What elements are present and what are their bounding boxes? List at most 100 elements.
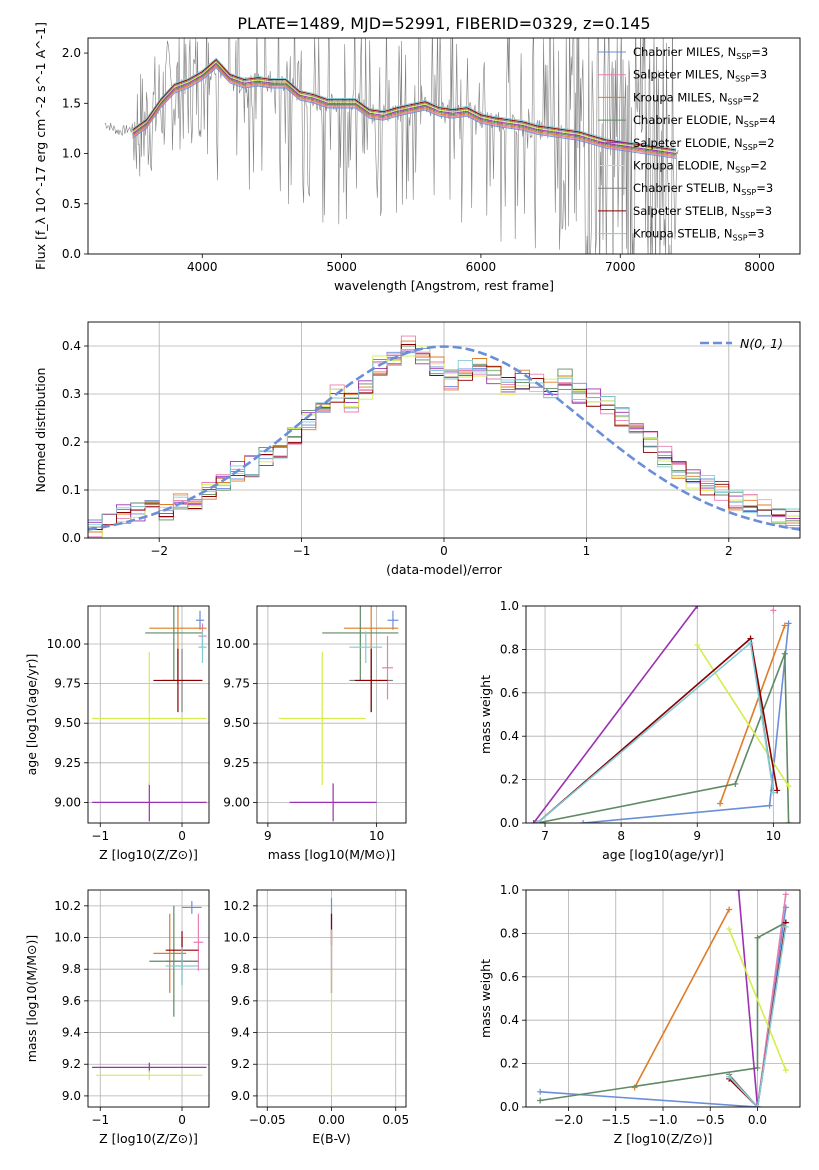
spectrum-data-line [104,38,679,254]
weight-marker-kroupa_elodie [782,1067,789,1074]
legend-label-salpeter_miles: Salpeter MILES, NSSP=3 [633,68,767,84]
weight-line-kroupa_stelib [536,641,775,823]
figure-title: PLATE=1489, MJD=52991, FIBERID=0329, z=0… [237,14,650,33]
normal-curve [88,345,800,531]
y-tick-label: 1.0 [62,147,81,161]
axes-mass_weight_vs_age: 7 8 9 10 0.0 0.2 0.4 0.6 0.8 1.0 age [log10(age/yr… [478,599,801,862]
y-tick-label: 0.0 [500,1100,519,1114]
plot-area-residuals [88,335,800,538]
weight-marker-kroupa_elodie [785,783,792,790]
y-tick-label: 0.0 [500,816,519,830]
axes-age_vs_Z: −1 0 9.00 9.25 9.50 9.75 10.00 Z [log10(Z/Z⊙)] a… [24,605,210,862]
y-axis-label: Flux [f_λ 10^-17 erg cm^-2 s^-1 A^-1] [33,22,48,270]
weight-marker-salpeter_miles [770,607,777,614]
weight-marker-kroupa_stelib [754,1104,761,1107]
y-tick-label: 9.2 [62,1057,81,1071]
x-tick-label: −2 [150,544,168,558]
y-tick-label: 0.4 [500,1013,519,1027]
x-tick-label: −0.5 [696,1113,725,1127]
weight-marker-salpeter_stelib [774,787,781,794]
x-tick-label: 9 [693,829,701,843]
x-tick-label: 5000 [326,260,357,274]
weight-marker-salpeter_elodie [530,820,537,823]
model-line-kroupa_stelib [132,57,677,150]
y-tick-label: 9.6 [231,994,250,1008]
y-tick-label: 9.50 [223,716,250,730]
x-tick-label: −1.0 [648,1113,677,1127]
axes-frame [525,889,801,1108]
x-tick-label: −2.0 [554,1113,583,1127]
weight-line-kroupa_stelib [728,926,787,1107]
x-axis-label: Z [log10(Z/Z⊙)] [99,847,198,862]
model-line-chabrier_elodie [132,63,677,156]
weight-marker-salpeter_elodie [735,890,742,893]
y-tick-label: 10.0 [54,931,81,945]
y-tick-label: 0.5 [62,197,81,211]
y-tick-label: 0.2 [62,435,81,449]
weight-line-chabrier_stelib [536,636,775,823]
y-tick-label: 10.00 [216,637,250,651]
plot-area-mass_weight_vs_age [530,606,792,823]
axes-residuals: −2 −1 0 1 2 0.0 0.1 0.2 0.3 0.4 (data-model)/error… [33,321,801,577]
legend-label-chabrier_elodie: Chabrier ELODIE, NSSP=4 [633,113,776,129]
legend-label-kroupa_stelib: Kroupa STELIB, NSSP=3 [633,227,764,243]
y-tick-label: 0.3 [62,387,81,401]
x-tick-label: 7 [541,829,549,843]
hist-line-kroupa_stelib [88,349,800,538]
axes-frame [87,321,801,539]
model-line-salpeter_miles [132,66,677,158]
axes-frame [87,37,801,255]
x-tick-label: −1 [91,829,109,843]
weight-marker-salpeter_miles [782,891,789,898]
y-tick-label: 9.0 [62,1089,81,1103]
plot-area-age_vs_mass [278,606,399,822]
legend-label-normal: N(0, 1) [740,336,783,351]
weight-marker-kroupa_elodie [726,926,733,933]
plot-area-age_vs_Z [92,606,207,822]
y-tick-label: 0.0 [62,247,81,261]
weight-marker-chabrier_elodie [732,780,739,787]
weight-marker-kroupa_miles [631,1084,638,1091]
model-line-salpeter_elodie [132,62,677,154]
y-tick-label: 0.0 [62,531,81,545]
axes-frame [525,605,801,824]
y-tick-label: 0.4 [62,339,81,353]
y-tick-label: 9.50 [54,716,81,730]
plot-area-mass_weight_vs_Z [537,890,789,1107]
y-tick-label: 9.75 [54,677,81,691]
legend-label-chabrier_miles: Chabrier MILES, NSSP=3 [633,45,768,61]
x-tick-label: 0.00 [318,1113,345,1127]
axes-mass_vs_EBV: −0.05 0.00 0.05 9.0 9.2 9.4 9.6 9.8 10.0 10.2 E(B-… [223,889,409,1146]
legend-label-salpeter_stelib: Salpeter STELIB, NSSP=3 [633,204,772,220]
weight-marker-chabrier_miles [766,802,773,809]
weight-line-kroupa_elodie [696,644,790,787]
y-tick-label: 9.6 [62,994,81,1008]
x-axis-label: mass [log10(M/M⊙)] [268,847,396,862]
y-axis-label: age [log10(age/yr)] [24,654,39,776]
weight-marker-chabrier_miles [537,1088,544,1095]
weight-marker-chabrier_miles [785,620,792,627]
weight-line-kroupa_miles [633,909,730,1088]
model-line-chabrier_miles [132,67,677,159]
y-tick-label: 9.4 [62,1026,81,1040]
weight-line-chabrier_elodie [537,653,790,823]
plot-area-mass_vs_Z [92,901,207,1081]
x-axis-label: Z [log10(Z/Z⊙)] [614,1131,713,1146]
weight-line-kroupa_elodie [728,928,787,1071]
y-tick-label: 10.00 [47,637,81,651]
weight-marker-chabrier_elodie [785,820,792,823]
weight-line-kroupa_miles [719,625,786,804]
weight-marker-salpeter_elodie [694,606,701,609]
weight-marker-chabrier_elodie [754,1064,761,1071]
weight-marker-chabrier_elodie [754,934,761,941]
x-tick-label: −1 [293,544,311,558]
axes-frame [256,889,407,1108]
weight-marker-chabrier_elodie [781,650,788,657]
x-tick-label: 1 [583,544,591,558]
weight-line-chabrier_miles [540,907,787,1107]
weight-marker-chabrier_miles [580,820,587,823]
x-tick-label: 2 [725,544,733,558]
weight-marker-kroupa_miles [717,800,724,807]
y-tick-label: 9.2 [231,1057,250,1071]
model-line-kroupa_elodie [132,61,677,153]
